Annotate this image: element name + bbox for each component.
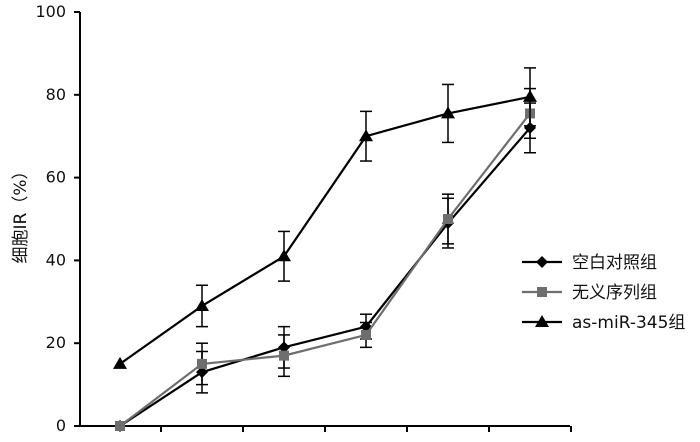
legend-label: as-miR-345组 <box>572 313 685 333</box>
series-3 <box>113 67 537 369</box>
y-ticks: 0 20 40 60 80 100 <box>35 2 80 435</box>
series-2 <box>115 87 536 431</box>
legend-label: 空白对照组 <box>572 253 657 273</box>
data-point <box>195 298 209 311</box>
legend-item: 空白对照组 <box>522 253 657 273</box>
legend-marker <box>536 256 548 268</box>
data-point <box>523 89 537 102</box>
legend-item: as-miR-345组 <box>522 313 685 333</box>
legend-item: 无义序列组 <box>522 283 657 303</box>
legend-label: 无义序列组 <box>572 283 657 303</box>
y-tick-label: 60 <box>46 168 66 187</box>
legend-marker <box>537 287 547 297</box>
y-axis-title: 细胞IR（%） <box>11 163 31 264</box>
y-tick-label: 40 <box>46 250 66 269</box>
y-tick-label: 100 <box>35 2 66 21</box>
axes <box>79 12 570 427</box>
legend-marker <box>535 315 549 327</box>
data-point <box>115 421 125 431</box>
data-point <box>361 329 371 340</box>
y-tick-label: 80 <box>46 85 66 104</box>
series-line <box>119 112 531 427</box>
data-point <box>277 249 291 262</box>
data-point <box>443 214 453 224</box>
data-point <box>197 358 207 369</box>
y-tick-label: 0 <box>56 416 66 435</box>
series-layer <box>113 67 537 432</box>
series-line <box>119 127 531 427</box>
y-tick-label: 20 <box>46 333 66 352</box>
data-point <box>279 350 289 361</box>
data-point <box>113 356 127 369</box>
x-ticks: 123456 <box>160 426 572 432</box>
series-line <box>119 95 531 365</box>
data-point <box>441 106 455 119</box>
data-point <box>359 129 373 142</box>
